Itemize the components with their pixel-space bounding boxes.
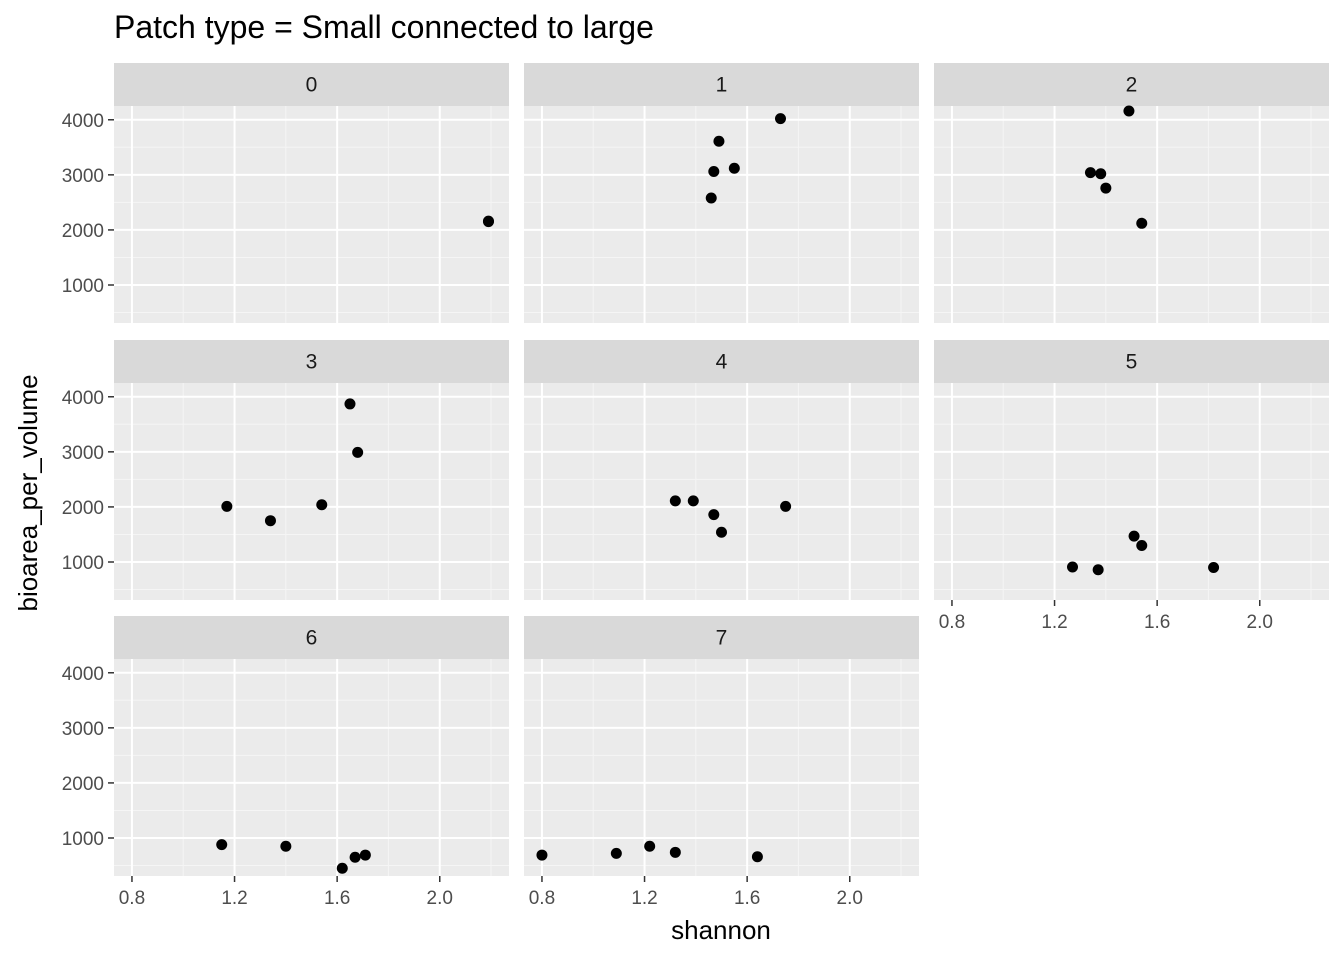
data-point xyxy=(644,840,656,852)
x-tick-label: 0.8 xyxy=(529,888,555,909)
facet-strip xyxy=(524,63,919,106)
data-point xyxy=(1095,168,1107,180)
x-tick-label: 1.2 xyxy=(631,888,657,909)
data-point xyxy=(536,849,548,861)
facet-panels: 0 1000 2000 3000 4000 1 2 3 1000 2000 3000 4000 4 5 0.… xyxy=(62,63,1329,909)
panel-background xyxy=(934,383,1329,600)
facet-strip-label: 6 xyxy=(306,627,318,650)
facet-panel-1: 1 xyxy=(524,63,919,323)
data-point xyxy=(1128,530,1140,542)
data-point xyxy=(1123,105,1135,117)
data-point xyxy=(774,113,786,125)
y-tick-label: 3000 xyxy=(62,719,104,740)
data-point xyxy=(780,500,792,512)
x-tick-label: 1.2 xyxy=(221,888,247,909)
y-tick-label: 1000 xyxy=(62,276,104,297)
data-point xyxy=(336,862,348,874)
data-point xyxy=(1136,539,1148,551)
data-point xyxy=(221,500,233,512)
chart-title: Patch type = Small connected to large xyxy=(114,9,654,45)
facet-strip-label: 3 xyxy=(306,351,318,374)
y-tick-label: 1000 xyxy=(62,553,104,574)
facet-strip xyxy=(114,340,509,383)
data-point xyxy=(669,495,681,507)
data-point xyxy=(610,847,622,859)
x-tick-label: 2.0 xyxy=(837,888,863,909)
x-tick-label: 1.6 xyxy=(324,888,350,909)
facet-panel-2: 2 xyxy=(934,63,1329,323)
facet-panel-5: 5 0.8 1.2 1.6 2.0 xyxy=(934,340,1329,633)
data-point xyxy=(1084,167,1096,179)
data-point xyxy=(349,851,361,863)
data-point xyxy=(1067,561,1079,573)
x-tick-label: 1.6 xyxy=(734,888,760,909)
data-point xyxy=(1092,564,1104,576)
data-point xyxy=(716,526,727,538)
facet-panel-4: 4 xyxy=(524,340,919,600)
facet-strip xyxy=(524,616,919,659)
x-tick-label: 2.0 xyxy=(427,888,453,909)
facet-panel-7: 7 0.8 1.2 1.6 2.0 xyxy=(524,616,919,909)
y-tick-label: 2000 xyxy=(62,221,104,242)
data-point xyxy=(359,849,371,861)
facet-strip-label: 0 xyxy=(306,74,318,97)
data-point xyxy=(344,398,356,410)
data-point xyxy=(713,135,725,147)
facet-strip-label: 7 xyxy=(716,627,728,650)
data-point xyxy=(708,166,720,178)
data-point xyxy=(687,495,699,507)
data-point xyxy=(728,162,740,174)
data-point xyxy=(280,840,292,852)
panel-background xyxy=(524,383,919,600)
data-point xyxy=(1100,182,1112,194)
facet-panel-0: 0 1000 2000 3000 4000 xyxy=(62,63,509,323)
data-point xyxy=(216,839,228,851)
x-tick-label: 1.2 xyxy=(1041,612,1067,633)
y-tick-label: 4000 xyxy=(62,388,104,409)
facet-strip-label: 5 xyxy=(1126,351,1138,374)
data-point xyxy=(708,509,720,521)
y-tick-label: 3000 xyxy=(62,166,104,187)
facet-strip xyxy=(114,616,509,659)
x-tick-label: 1.6 xyxy=(1144,612,1170,633)
facet-strip xyxy=(114,63,509,106)
facet-strip-label: 2 xyxy=(1126,74,1138,97)
data-point xyxy=(482,216,494,228)
y-tick-label: 4000 xyxy=(62,664,104,685)
facet-strip xyxy=(934,340,1329,383)
panel-background xyxy=(934,106,1329,323)
panel-background xyxy=(114,383,509,600)
data-point xyxy=(1208,562,1220,574)
panel-background xyxy=(524,659,919,876)
y-tick-label: 3000 xyxy=(62,443,104,464)
x-tick-label: 0.8 xyxy=(939,612,965,633)
x-tick-label: 2.0 xyxy=(1247,612,1273,633)
data-point xyxy=(705,192,717,204)
facet-strip-label: 4 xyxy=(716,351,728,374)
data-point xyxy=(264,515,276,527)
data-point xyxy=(352,446,364,458)
y-tick-label: 2000 xyxy=(62,774,104,795)
panel-background xyxy=(114,659,509,876)
facet-strip xyxy=(934,63,1329,106)
data-point xyxy=(751,851,763,863)
y-tick-label: 2000 xyxy=(62,498,104,519)
y-tick-label: 4000 xyxy=(62,111,104,132)
facet-panel-6: 6 1000 2000 3000 4000 0.8 1.2 1.6 2.0 xyxy=(62,616,509,909)
x-axis-title: shannon xyxy=(671,915,771,945)
data-point xyxy=(316,499,328,511)
data-point xyxy=(669,846,681,858)
data-point xyxy=(1136,217,1148,229)
panel-background xyxy=(114,106,509,323)
y-axis-title: bioarea_per_volume xyxy=(13,374,43,611)
x-tick-label: 0.8 xyxy=(119,888,145,909)
facet-panel-3: 3 1000 2000 3000 4000 xyxy=(62,340,509,600)
facet-strip-label: 1 xyxy=(716,74,728,97)
y-tick-label: 1000 xyxy=(62,829,104,850)
facet-strip xyxy=(524,340,919,383)
